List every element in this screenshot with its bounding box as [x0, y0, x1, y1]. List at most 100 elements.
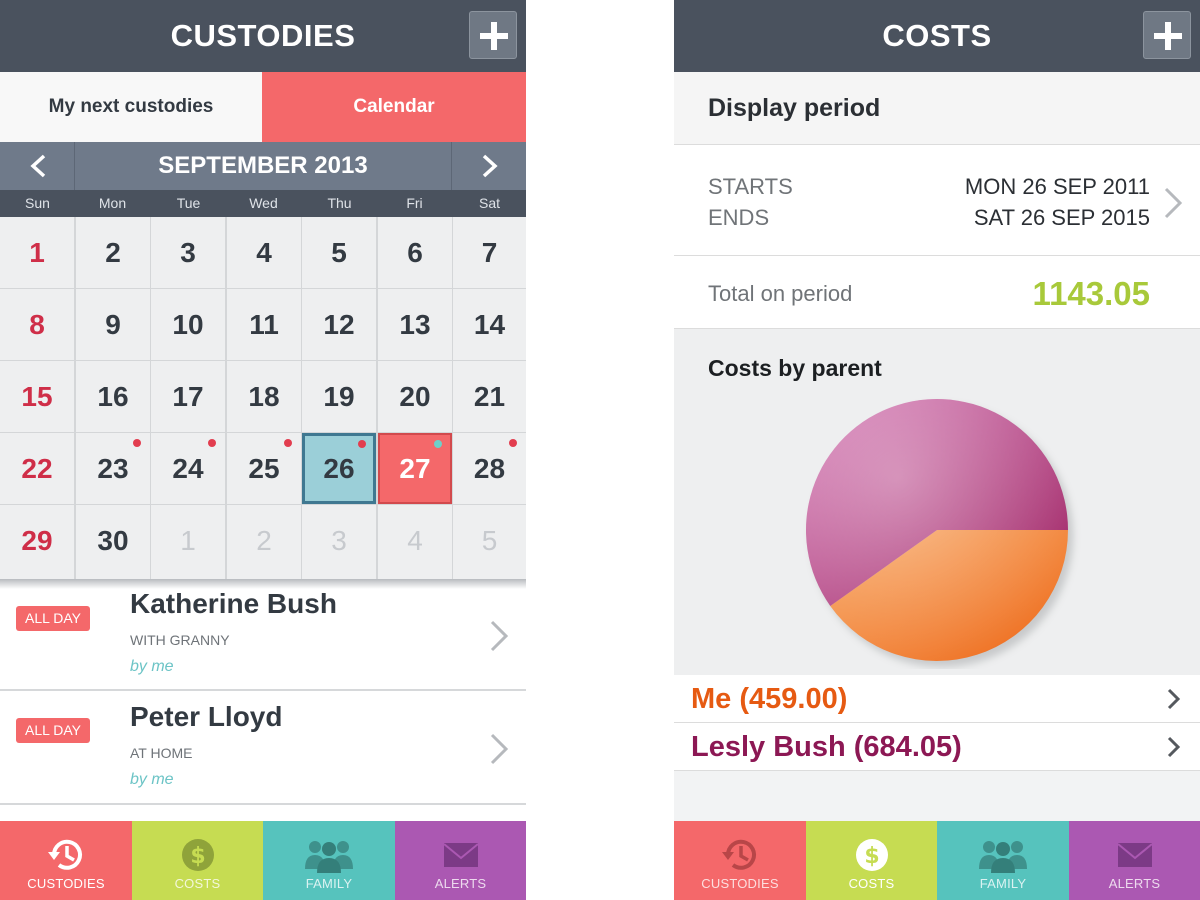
- calendar-day[interactable]: 22: [0, 433, 74, 504]
- tab-alerts[interactable]: ALERTS: [1069, 821, 1200, 900]
- envelope-icon: [442, 843, 479, 867]
- calendar-day[interactable]: 24: [151, 433, 225, 504]
- chart-title: Costs by parent: [708, 355, 882, 381]
- chevron-right-icon: [490, 733, 509, 765]
- calendar-day-next-month[interactable]: 2: [227, 505, 301, 579]
- event-dot-icon: [358, 440, 366, 448]
- calendar-day[interactable]: 8: [0, 289, 74, 360]
- calendar-day[interactable]: 29: [0, 505, 74, 579]
- tab-alerts[interactable]: ALERTS: [395, 821, 526, 900]
- tab-label: FAMILY: [979, 876, 1027, 891]
- tab-label: ALERTS: [434, 876, 487, 891]
- ends-value: SAT 26 SEP 2015: [973, 205, 1150, 230]
- tab-costs[interactable]: $ COSTS: [132, 821, 263, 900]
- custodies-screen: CUSTODIES My next custodies Calendar SEP…: [0, 0, 526, 900]
- day-number: 25: [248, 453, 280, 484]
- calendar-day[interactable]: 21: [453, 361, 526, 432]
- calendar-day-next-month[interactable]: 1: [151, 505, 225, 579]
- chevron-left-icon: [30, 154, 46, 178]
- calendar-day[interactable]: 1: [0, 217, 74, 288]
- display-period-selector[interactable]: STARTS ENDS MON 26 SEP 2011 SAT 26 SEP 2…: [674, 144, 1200, 256]
- plus-icon: [480, 22, 508, 50]
- custody-author: by me: [130, 771, 174, 788]
- calendar-day[interactable]: 30: [76, 505, 150, 579]
- calendar-day[interactable]: 5: [302, 217, 376, 288]
- weekday-label: Tue: [176, 195, 201, 211]
- tab-label: COSTS: [848, 876, 895, 891]
- calendar-day[interactable]: 17: [151, 361, 225, 432]
- calendar-day[interactable]: 10: [151, 289, 225, 360]
- svg-text:$: $: [190, 844, 205, 869]
- divider: [0, 689, 526, 691]
- tab-custodies[interactable]: CUSTODIES: [674, 821, 806, 900]
- calendar-day[interactable]: 20: [378, 361, 452, 432]
- history-clock-icon: [722, 839, 756, 870]
- calendar-day[interactable]: 25: [227, 433, 301, 504]
- tab-family[interactable]: FAMILY: [937, 821, 1069, 900]
- tab-calendar[interactable]: Calendar: [262, 72, 526, 142]
- calendar-day-next-month[interactable]: 5: [453, 505, 526, 579]
- tab-my-next-custodies[interactable]: My next custodies: [0, 72, 262, 142]
- chevron-right-icon: [490, 620, 509, 652]
- display-period-header: Display period: [674, 72, 1200, 144]
- next-month-button[interactable]: [451, 142, 526, 190]
- parent-cost-label: Lesly Bush (684.05): [691, 731, 962, 763]
- parent-row-lesly-bush[interactable]: Lesly Bush (684.05): [674, 723, 1200, 771]
- calendar-day[interactable]: 23: [76, 433, 150, 504]
- page-title: COSTS: [882, 18, 992, 53]
- tab-costs[interactable]: $ COSTS: [806, 821, 937, 900]
- calendar-day-next-month[interactable]: 3: [302, 505, 376, 579]
- empty-area: [674, 771, 1200, 821]
- weekday-label: Fri: [406, 195, 423, 211]
- previous-month-button[interactable]: [0, 142, 75, 190]
- calendar-day-today[interactable]: 26: [302, 433, 376, 504]
- event-dot-icon: [284, 439, 292, 447]
- calendar-day[interactable]: 6: [378, 217, 452, 288]
- calendar-day[interactable]: 18: [227, 361, 301, 432]
- event-dot-icon: [434, 440, 442, 448]
- custody-item-peter-lloyd[interactable]: ALL DAY Peter Lloyd AT HOME by me: [0, 691, 526, 804]
- calendar-day[interactable]: 19: [302, 361, 376, 432]
- calendar-shadow: [0, 579, 526, 589]
- starts-value: MON 26 SEP 2011: [964, 174, 1150, 199]
- calendar-day[interactable]: 16: [76, 361, 150, 432]
- tab-label: COSTS: [174, 876, 221, 891]
- family-icon: [305, 841, 353, 873]
- calendar-day[interactable]: 13: [378, 289, 452, 360]
- day-number: 23: [97, 453, 129, 484]
- custody-list: ALL DAY Katherine Bush WITH GRANNY by me…: [0, 579, 526, 821]
- calendar-day[interactable]: 4: [227, 217, 301, 288]
- calendar-day[interactable]: 3: [151, 217, 225, 288]
- event-dot-icon: [208, 439, 216, 447]
- calendar-day[interactable]: 14: [453, 289, 526, 360]
- event-dot-icon: [509, 439, 517, 447]
- calendar-day[interactable]: 12: [302, 289, 376, 360]
- calendar-day[interactable]: 15: [0, 361, 74, 432]
- parent-row-me[interactable]: Me (459.00): [674, 675, 1200, 723]
- calendar-day-next-month[interactable]: 4: [378, 505, 452, 579]
- tab-family[interactable]: FAMILY: [263, 821, 395, 900]
- day-number: 24: [172, 453, 204, 484]
- day-number: 27: [399, 453, 431, 484]
- section-title: Display period: [708, 94, 881, 122]
- calendar-day[interactable]: 2: [76, 217, 150, 288]
- weekday-label: Sat: [478, 195, 500, 211]
- calendar-day-selected[interactable]: 27: [378, 433, 452, 504]
- add-cost-button[interactable]: [1143, 11, 1191, 59]
- calendar-day[interactable]: 28: [453, 433, 526, 504]
- family-icon: [979, 841, 1027, 873]
- calendar-day[interactable]: 7: [453, 217, 526, 288]
- add-custody-button[interactable]: [469, 11, 517, 59]
- chevron-right-icon: [1167, 736, 1181, 758]
- page-title: CUSTODIES: [170, 18, 356, 53]
- tab-label: FAMILY: [305, 876, 353, 891]
- custody-item-katherine-bush[interactable]: ALL DAY Katherine Bush WITH GRANNY by me: [0, 579, 526, 692]
- calendar-day[interactable]: 11: [227, 289, 301, 360]
- month-bar: [0, 142, 526, 190]
- plus-icon: [1154, 22, 1182, 50]
- nav-bar: [0, 0, 526, 72]
- custody-location: WITH GRANNY: [130, 632, 230, 648]
- calendar-day[interactable]: 9: [76, 289, 150, 360]
- history-clock-icon: [48, 839, 82, 870]
- tab-custodies[interactable]: CUSTODIES: [0, 821, 132, 900]
